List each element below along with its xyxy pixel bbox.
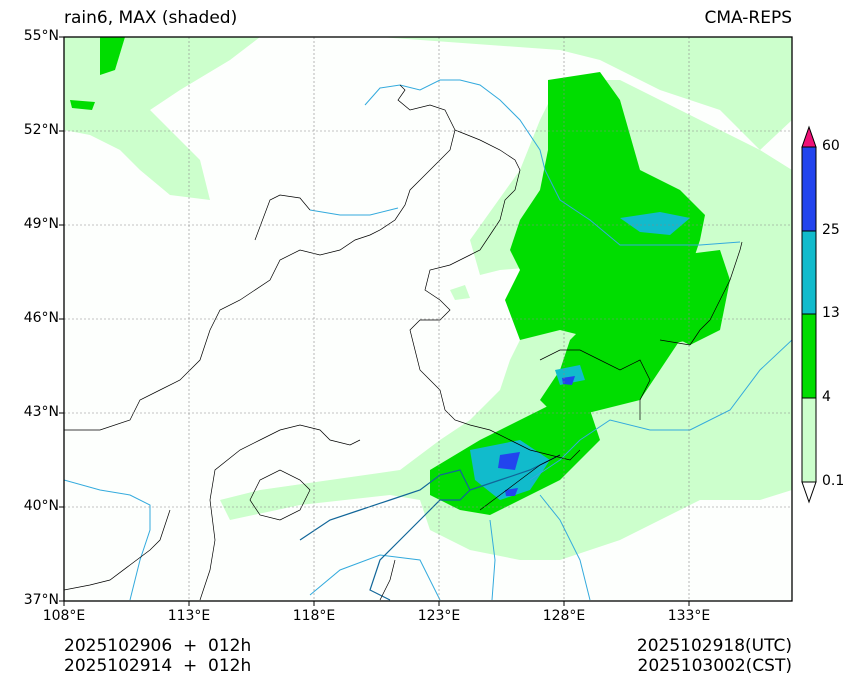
valid-time-info: 2025102918(UTC) 2025103002(CST) xyxy=(637,636,792,676)
model-name: CMA-REPS xyxy=(704,8,792,28)
lat-label-52: 52°N xyxy=(23,122,59,138)
valid-time-cst: 2025103002(CST) xyxy=(637,656,792,676)
lon-label-133: 133°E xyxy=(667,608,711,624)
borders xyxy=(64,84,743,601)
colorbar-label-4: 4 xyxy=(822,389,831,405)
lat-label-40: 40°N xyxy=(23,498,59,514)
colorbar-extend-min xyxy=(801,481,817,504)
colorbar-bin-25-60 xyxy=(802,147,816,231)
lat-label-37: 37°N xyxy=(23,592,59,608)
map-shading xyxy=(64,37,792,601)
lon-label-118: 118°E xyxy=(292,608,336,624)
colorbar-bin-13-25 xyxy=(802,231,816,314)
colorbar-label-60: 60 xyxy=(822,138,840,154)
rivers xyxy=(64,79,792,601)
colorbar xyxy=(801,125,817,504)
init-time-utc: 2025102906 + 012h xyxy=(64,636,252,656)
lat-label-49: 49°N xyxy=(23,216,59,232)
colorbar-label-0.1: 0.1 xyxy=(822,473,845,489)
lat-label-43: 43°N xyxy=(23,404,59,420)
lon-label-123: 123°E xyxy=(417,608,461,624)
init-time-info: 2025102906 + 012h 2025102914 + 012h xyxy=(64,636,251,676)
colorbar-bin-0.1-4 xyxy=(802,398,816,482)
lon-label-128: 128°E xyxy=(542,608,586,624)
init-time-cst: 2025102914 + 012h xyxy=(64,656,252,676)
colorbar-bin-4-13 xyxy=(802,314,816,398)
lon-label-113: 113°E xyxy=(167,608,211,624)
gridlines xyxy=(64,37,792,601)
lat-label-55: 55°N xyxy=(23,28,59,44)
colorbar-label-13: 13 xyxy=(822,305,840,321)
colorbar-extend-max xyxy=(801,125,817,148)
lon-label-108: 108°E xyxy=(42,608,86,624)
axis-ticks xyxy=(59,36,690,606)
valid-time-utc: 2025102918(UTC) xyxy=(636,636,792,656)
chart-title: rain6, MAX (shaded) xyxy=(64,8,238,28)
colorbar-label-25: 25 xyxy=(822,222,840,238)
lat-label-46: 46°N xyxy=(23,310,59,326)
